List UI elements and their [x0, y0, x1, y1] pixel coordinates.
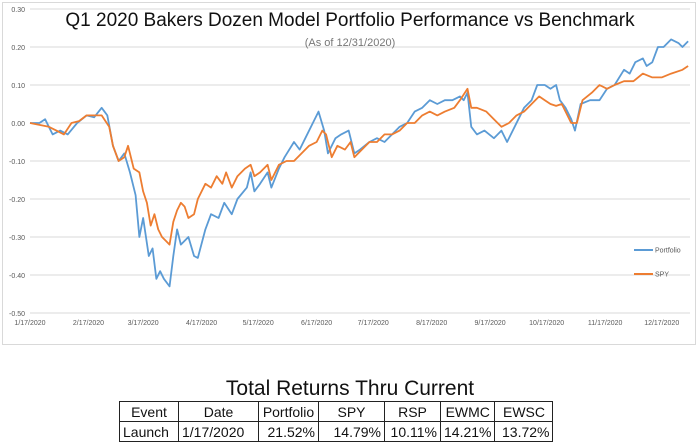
x-tick-label: 6/17/2020	[301, 320, 332, 327]
cell-portfolio: 21.52%	[258, 421, 319, 442]
table-header-row: Event Date Portfolio SPY RSP EWMC EWSC	[119, 401, 554, 422]
y-tick-label: 0.20	[11, 45, 25, 52]
x-tick-label: 1/17/2020	[14, 320, 45, 327]
chart-title: Q1 2020 Bakers Dozen Model Portfolio Per…	[65, 10, 635, 31]
x-tick-label: 7/17/2020	[358, 320, 389, 327]
y-tick-label: -0.40	[9, 273, 25, 280]
header-portfolio: Portfolio	[258, 401, 319, 422]
y-tick-label: -0.30	[9, 235, 25, 242]
header-date: Date	[178, 401, 259, 422]
x-tick-label: 11/17/2020	[588, 320, 623, 327]
series-line-spy	[29, 65, 689, 246]
cell-event: Launch	[119, 421, 179, 442]
x-tick-label: 4/17/2020	[186, 320, 217, 327]
line-chart: 0.30 0.20 0.10 0.00 -0.10 -0.20 -0.30 -0.40 -0.5…	[9, 7, 690, 327]
chart-area	[2, 2, 696, 345]
x-tick-label: 2/17/2020	[73, 320, 104, 327]
x-tick-label: 3/17/2020	[128, 320, 159, 327]
x-tick-label: 5/17/2020	[243, 320, 274, 327]
y-tick-label: 0.10	[11, 83, 25, 90]
header-ewsc: EWSC	[494, 401, 554, 422]
table-row: Launch 1/17/2020 21.52% 14.79% 10.11% 14…	[119, 421, 554, 442]
y-tick-label: -0.50	[9, 311, 25, 318]
returns-table-title: Total Returns Thru Current	[225, 377, 475, 400]
x-tick-label: 12/17/2020	[644, 320, 679, 327]
y-tick-label: -0.10	[9, 159, 25, 166]
series-line-portfolio	[30, 38, 689, 288]
x-tick-label: 8/17/2020	[416, 320, 447, 327]
cell-ewmc: 14.21%	[439, 421, 496, 442]
header-rsp: RSP	[384, 401, 441, 422]
header-event: Event	[119, 401, 179, 422]
returns-table: Event Date Portfolio SPY RSP EWMC EWSC L…	[119, 401, 554, 442]
cell-rsp: 10.11%	[384, 421, 441, 442]
x-tick-label: 9/17/2020	[475, 320, 506, 327]
y-tick-label: -0.20	[9, 197, 25, 204]
y-tick-label: 0.30	[11, 7, 25, 14]
x-tick-label: 10/17/2020	[529, 320, 564, 327]
header-ewmc: EWMC	[439, 401, 496, 422]
chart-subtitle: (As of 12/31/2020)	[304, 37, 396, 49]
cell-spy: 14.79%	[318, 421, 385, 442]
header-spy: SPY	[318, 401, 385, 422]
cell-date: 1/17/2020	[178, 421, 259, 442]
y-tick-label: 0.00	[11, 121, 25, 128]
cell-ewsc: 13.72%	[494, 421, 554, 442]
legend-label-portfolio: Portfolio	[655, 248, 681, 255]
legend-label-spy: SPY	[655, 272, 669, 279]
